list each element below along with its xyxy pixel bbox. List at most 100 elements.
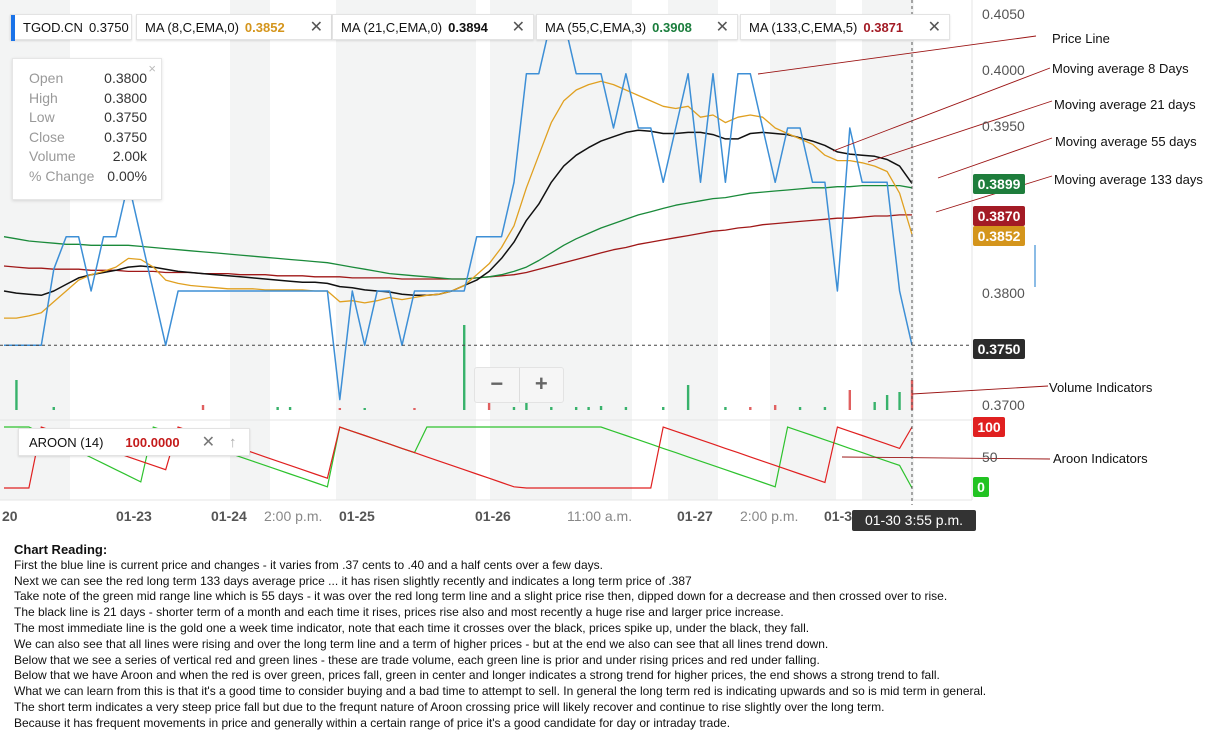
ohlc-label: Volume — [29, 148, 76, 165]
volume-bar — [910, 380, 914, 410]
ma133-chip[interactable]: MA (133,C,EMA,5) 0.3871 ✕ — [740, 14, 950, 40]
close-icon[interactable]: ✕ — [309, 19, 323, 36]
volume-bar — [338, 408, 342, 410]
x-tick-label: 01-27 — [677, 508, 713, 524]
reading-line: The short term indicates a very steep pr… — [14, 699, 885, 714]
annotation-pointer — [935, 175, 1053, 213]
ohlc-value: 0.3750 — [104, 128, 147, 145]
aroon-lines — [4, 426, 913, 489]
guides — [0, 0, 1036, 505]
volume-bar — [749, 407, 752, 410]
ma133-value: 0.3871 — [863, 19, 904, 35]
y-tick-label: 0.4050 — [982, 6, 1025, 22]
ohlc-row-low: Low 0.3750 — [13, 108, 161, 128]
ohlc-row-volume: Volume 2.00k — [13, 147, 161, 167]
ohlc-row-high: High 0.3800 — [13, 89, 161, 109]
aroon-tick-100: 100 — [973, 417, 1005, 437]
volume-bar — [525, 402, 528, 410]
x-tick-label: 2:00 p.m. — [264, 508, 323, 524]
volume-bar — [662, 407, 665, 410]
volume-bar — [550, 407, 553, 410]
aroon-value: 100.0000 — [125, 434, 180, 450]
reading-line: What we can learn from this is that it's… — [14, 684, 987, 699]
ohlc-label: Close — [29, 128, 65, 145]
annotation-pointer — [867, 100, 1053, 163]
annotation-aroon: Aroon Indicators — [1053, 451, 1148, 466]
ma-55-line — [3, 184, 913, 280]
ohlc-row-change: % Change 0.00% — [13, 167, 161, 187]
zoom-out-button[interactable]: − — [475, 368, 520, 402]
volume-bar — [288, 407, 292, 410]
y-tick-label: 0.3950 — [982, 118, 1025, 134]
y-tick-label: 0.3800 — [982, 285, 1025, 301]
reading-title: Chart Reading: — [14, 542, 108, 557]
ma-55-series-line — [3, 184, 913, 280]
volume-bar — [885, 395, 889, 410]
volume-bar — [15, 380, 18, 410]
ohlc-row-close: Close 0.3750 — [13, 128, 161, 148]
ma21-value: 0.3894 — [448, 19, 488, 35]
reading-line: Below that we see a series of vertical r… — [14, 652, 820, 667]
ticker-chip[interactable]: TGOD.CN 0.3750 — [10, 14, 132, 41]
x-tick-label: 01-24 — [211, 508, 247, 524]
volume-bar — [873, 402, 876, 410]
session-band — [336, 0, 476, 500]
ohlc-row-open: Open 0.3800 — [13, 69, 161, 89]
volume-bar — [724, 407, 727, 410]
aroon-tick-50: 50 — [982, 449, 998, 465]
ma55-value: 0.3908 — [652, 19, 692, 35]
volume-bar — [823, 407, 827, 410]
volume-bar — [599, 406, 603, 410]
annotation-volume: Volume Indicators — [1049, 380, 1153, 395]
ohlc-panel: × Open 0.3800 High 0.3800 Low 0.3750 Close 0… — [12, 58, 162, 200]
crosshair-time-label: 01-30 3:55 p.m. — [852, 510, 976, 531]
ohlc-label: % Change — [29, 167, 95, 184]
session-band — [862, 0, 914, 500]
ma8-chip[interactable]: MA (8,C,EMA,0) 0.3852 ✕ — [136, 14, 332, 40]
reading-line: Below that we have Aroon and when the re… — [14, 668, 940, 683]
close-icon[interactable]: × — [148, 61, 156, 76]
volume-bar — [574, 407, 578, 410]
ma8-value: 0.3852 — [244, 19, 285, 35]
ohlc-value: 0.3800 — [104, 70, 147, 86]
annotation-pointer — [911, 385, 1049, 395]
aroon-chip[interactable]: AROON (14) 100.0000 ✕ ↑ — [18, 428, 250, 456]
volume-bar — [201, 405, 205, 410]
volume-bar — [898, 392, 901, 410]
x-tick-label: 2:00 p.m. — [740, 508, 799, 524]
zoom-in-button[interactable]: + — [534, 371, 548, 396]
y-tick-label: 0.4000 — [982, 62, 1025, 78]
x-tick-label: 01-26 — [475, 508, 511, 524]
reading-line: Because it has frequent movements in pri… — [14, 715, 731, 730]
ohlc-value: 0.3750 — [104, 109, 147, 126]
volume-bar — [798, 407, 802, 410]
aroon-label: AROON (14) — [29, 434, 104, 450]
close-icon[interactable]: ✕ — [715, 19, 729, 36]
reading-line: The black line is 21 days - shorter term… — [14, 605, 784, 620]
annotation-ma55: Moving average 55 days — [1055, 134, 1197, 149]
annotation-ma133: Moving average 133 days — [1054, 172, 1203, 187]
reading-line: Take note of the green mid range line wh… — [14, 589, 948, 604]
annotation-ma8: Moving average 8 Days — [1052, 61, 1189, 76]
x-tick-label: 20 — [2, 508, 18, 524]
ma21-chip[interactable]: MA (21,C,EMA,0) 0.3894 ✕ — [332, 14, 534, 40]
price-chart[interactable] — [0, 0, 1205, 540]
close-icon[interactable]: ✕ — [927, 19, 941, 36]
ohlc-value: 0.3800 — [104, 89, 147, 106]
aroon-down-line — [4, 426, 913, 489]
last-price-box: 0.3750 — [973, 339, 1025, 359]
volume-bar — [463, 325, 466, 410]
volume-bar — [363, 408, 366, 410]
x-tick-label: 01-23 — [116, 508, 152, 524]
close-icon[interactable]: ✕ — [511, 19, 525, 36]
ma55-chip[interactable]: MA (55,C,EMA,3) 0.3908 ✕ — [536, 14, 738, 40]
volume-bar — [848, 390, 852, 410]
x-tick-label: 01-25 — [339, 508, 375, 524]
volume-bar — [512, 407, 516, 410]
reading-line: First the blue line is current price and… — [14, 557, 603, 572]
volume-bar — [686, 385, 690, 410]
ma133-label: MA (133,C,EMA,5) — [749, 19, 858, 35]
arrow-up-icon[interactable]: ↑ — [229, 433, 237, 451]
close-icon[interactable]: ✕ — [201, 434, 216, 451]
y-tick-label: 0.3700 — [982, 397, 1025, 413]
